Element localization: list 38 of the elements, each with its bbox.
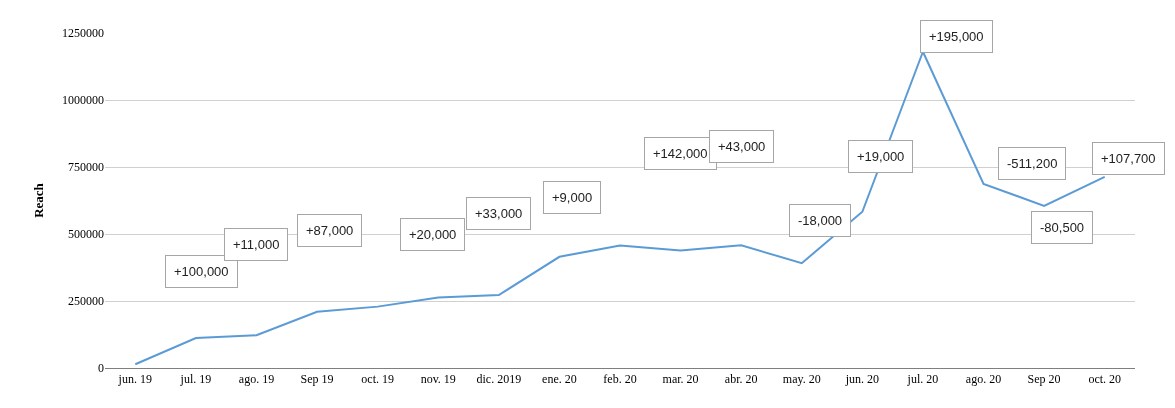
- x-tick-label: jun. 20: [844, 372, 880, 387]
- y-tick-label: 0: [98, 361, 104, 376]
- x-tick-label: jun. 19: [117, 372, 152, 387]
- x-tick-label: ago. 20: [965, 372, 1002, 387]
- x-tick-label: oct. 19: [361, 372, 394, 387]
- annotation: +20,000: [409, 227, 457, 242]
- annotation: +87,000: [306, 223, 354, 238]
- annotation: +195,000: [929, 29, 984, 44]
- x-tick-label: Sep 20: [1027, 372, 1061, 387]
- annotation: +100,000: [174, 264, 229, 279]
- y-axis-title: Reach: [30, 182, 46, 218]
- x-tick-label: mar. 20: [662, 372, 699, 387]
- annotation: +43,000: [718, 139, 766, 154]
- annotation: +11,000: [233, 237, 280, 252]
- x-tick-label: feb. 20: [603, 372, 637, 387]
- x-tick-label: nov. 19: [420, 372, 456, 387]
- y-tick-label: 1000000: [62, 93, 104, 108]
- y-tick-label: 500000: [68, 227, 104, 242]
- annotation: +19,000: [857, 149, 905, 164]
- y-tick-label: 250000: [68, 294, 104, 309]
- x-tick-label: jul. 20: [906, 372, 939, 387]
- annotation: +107,700: [1101, 151, 1156, 166]
- x-tick-label: ago. 19: [238, 372, 275, 387]
- x-tick-label: oct. 20: [1088, 372, 1122, 387]
- y-tick-label: 750000: [68, 160, 104, 175]
- annotation: -511,200: [1007, 156, 1058, 171]
- annotation: +33,000: [475, 206, 523, 221]
- x-tick-label: ene. 20: [542, 372, 577, 387]
- annotation: +9,000: [552, 190, 593, 205]
- x-tick-label: Sep 19: [300, 372, 334, 387]
- annotation: +142,000: [653, 146, 708, 161]
- x-tick-label: jul. 19: [179, 372, 212, 387]
- x-tick-label: dic. 2019: [476, 372, 522, 387]
- x-tick-label: abr. 20: [724, 372, 758, 387]
- y-tick-label: 1250000: [62, 26, 104, 41]
- annotation: -18,000: [798, 213, 843, 228]
- annotation: -80,500: [1040, 220, 1085, 235]
- x-tick-label: may. 20: [782, 372, 821, 387]
